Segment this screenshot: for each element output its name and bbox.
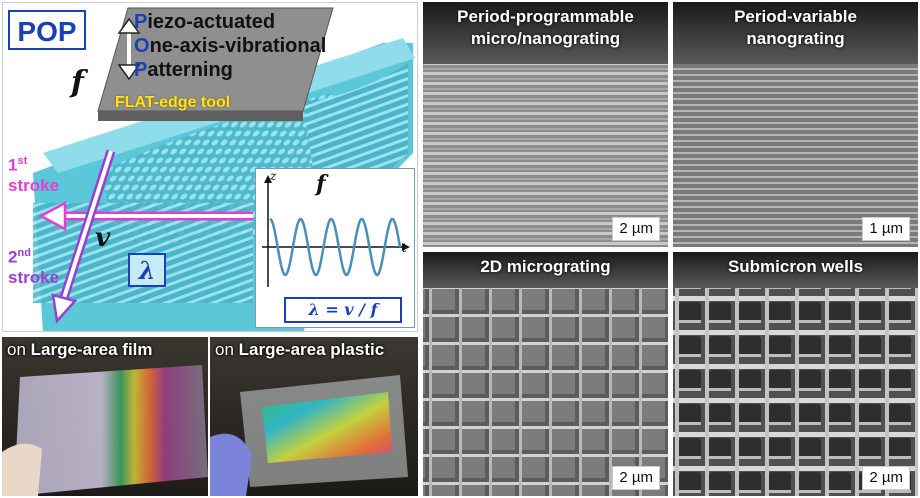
waveform-plot [262,175,410,287]
wavelength-formula: λ = v / f [284,297,402,323]
plastic-photo-image [210,337,418,496]
sem-title-3: 2D micrograting [480,257,611,276]
axis-t-label: t [402,241,407,255]
acronym-line-patterning: Patterning [134,59,233,81]
sem-2d-micrograting: 2D micrograting 2 µm [423,252,668,496]
sem-title-1: Period-programmable micro/nanograting [457,7,634,48]
sem-image-4 [673,252,918,496]
scale-bar-1: 2 µm [612,217,660,241]
vibration-waveform-inset: z t f λ = v / f [255,168,415,328]
sem-image-1 [423,2,668,247]
sem-image-2 [673,2,918,247]
sine-wave [269,217,402,277]
velocity-symbol: v [95,223,111,253]
inset-frequency-symbol: f [316,171,326,197]
sem-submicron-wells: Submicron wells 2 µm [673,252,918,496]
wavelength-box: λ [128,253,166,287]
scale-bar-3: 2 µm [612,466,660,490]
photo-caption-film: on Large-area film [7,340,153,359]
sem-period-variable: Period-variable nanograting 1 µm [673,2,918,247]
first-stroke-label: 1st stroke [8,155,60,195]
acronym-line-one-axis: One-axis-vibrational [134,35,327,57]
tool-label: FLAT-edge tool [115,94,231,111]
film-sheet [14,365,208,496]
frequency-symbol: f [71,65,84,100]
pop-schematic-panel: POP Piezo-actuated One-axis-vibrational … [2,2,418,332]
plastic-rainbow [262,392,392,463]
axis-z-label: z [270,169,277,183]
sem-title-4: Submicron wells [727,257,864,276]
second-stroke-label: 2nd stroke [8,247,60,287]
sem-title-2: Period-variable nanograting [734,7,857,48]
scale-bar-2: 1 µm [862,217,910,241]
hand [2,443,42,496]
acronym-line-piezo: Piezo-actuated [134,11,276,33]
tool-edge [98,111,303,121]
film-photo-image [2,337,208,496]
photo-caption-plastic: on Large-area plastic [215,340,385,359]
vibration-arrow [117,17,141,81]
photo-large-area-film: on Large-area film [2,337,208,496]
sem-image-3 [423,252,668,496]
pop-logo: POP [8,10,86,50]
sem-period-programmable: Period-programmable micro/nanograting 2 µ… [423,2,668,247]
scale-bar-4: 2 µm [862,466,910,490]
glove [210,433,252,496]
photo-large-area-plastic: on Large-area plastic [210,337,418,496]
